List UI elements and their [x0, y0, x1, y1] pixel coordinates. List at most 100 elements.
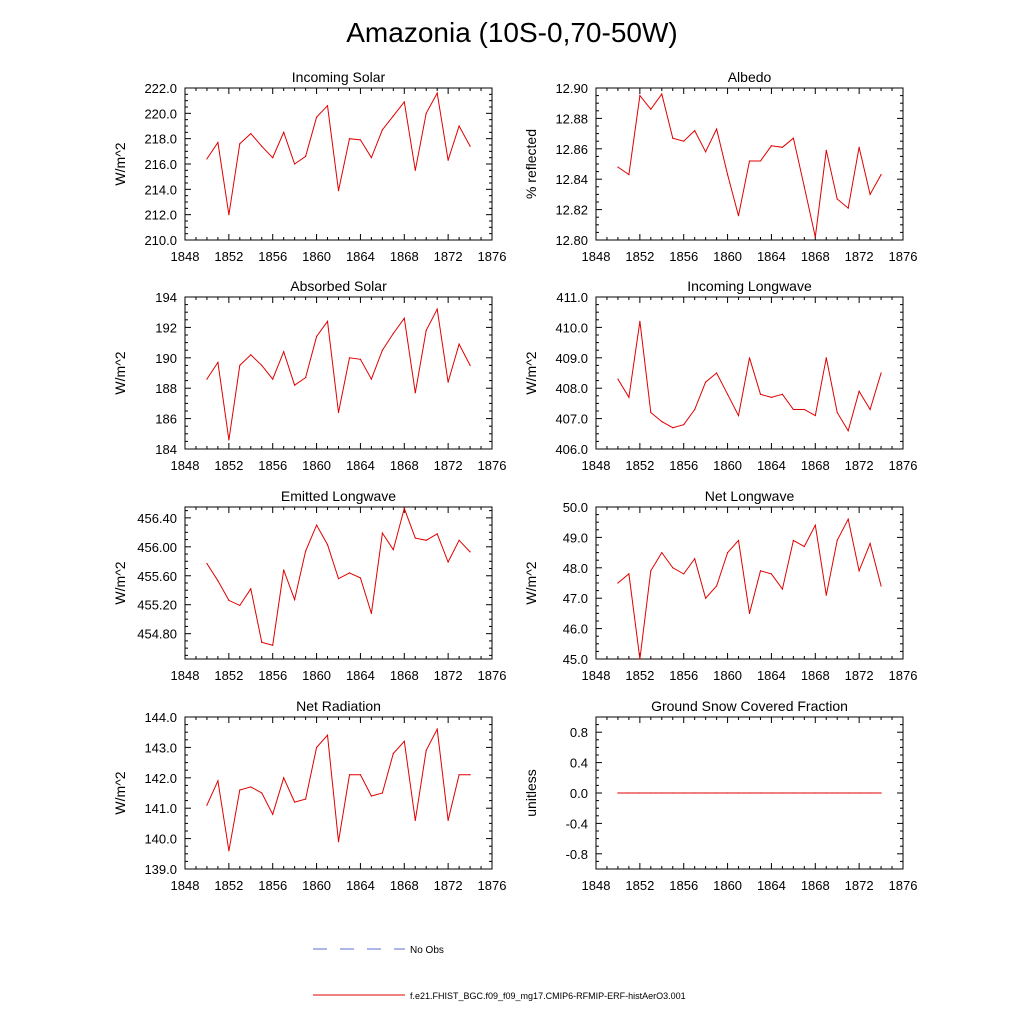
- x-tick-label: 1848: [171, 878, 200, 893]
- x-tick-label: 1872: [434, 249, 463, 264]
- x-tick-label: 1864: [346, 458, 375, 473]
- data-point: [294, 163, 296, 165]
- y-tick-label: 46.0: [563, 622, 588, 637]
- data-point: [370, 157, 372, 159]
- data-point: [858, 570, 860, 572]
- panel-5: Net Longwave W/m^2 1848 1852 1856 1860 1864 186…: [523, 488, 917, 683]
- x-tick-label: 1860: [302, 249, 331, 264]
- data-point: [770, 145, 773, 147]
- data-point: [469, 364, 471, 366]
- x-tick-label: 1872: [434, 878, 463, 893]
- data-point: [305, 550, 307, 552]
- data-point: [447, 561, 449, 563]
- data-point: [617, 166, 619, 168]
- data-point: [628, 396, 630, 398]
- data-point: [250, 786, 252, 788]
- data-point: [705, 597, 707, 599]
- data-point: [661, 792, 663, 794]
- data-point: [803, 792, 805, 794]
- data-point: [628, 573, 630, 575]
- data-point: [737, 539, 740, 542]
- data-point: [836, 411, 838, 414]
- data-point: [836, 792, 838, 794]
- y-axis-label: W/m^2: [523, 561, 539, 604]
- data-point: [425, 329, 427, 332]
- x-tick-label: 1872: [845, 878, 874, 893]
- y-tick-label: 0.8: [570, 725, 588, 740]
- data-point: [650, 411, 652, 414]
- y-axis-label: W/m^2: [112, 142, 128, 185]
- data-point: [683, 573, 685, 575]
- x-tick-label: 1848: [582, 878, 611, 893]
- data-point: [650, 792, 652, 794]
- y-tick-label: -0.8: [566, 847, 588, 862]
- data-point: [337, 190, 340, 192]
- x-tick-label: 1868: [801, 249, 830, 264]
- data-point: [880, 792, 882, 794]
- y-tick-label: 48.0: [563, 561, 588, 576]
- panel-2: Absorbed Solar W/m^2 1848 1852 1856 1860 1864 1…: [112, 278, 506, 473]
- panel-title: Emitted Longwave: [281, 488, 396, 504]
- data-point: [305, 798, 307, 800]
- plot-frame: [184, 716, 493, 870]
- data-point: [217, 361, 219, 363]
- data-point: [650, 570, 652, 572]
- data-point: [694, 408, 696, 411]
- x-tick-label: 1864: [346, 668, 375, 683]
- data-point: [359, 577, 362, 579]
- data-point: [792, 137, 794, 139]
- x-tick-label: 1856: [669, 878, 698, 893]
- y-axis-label: W/m^2: [523, 351, 539, 394]
- data-point: [381, 349, 383, 351]
- series-line: [206, 506, 471, 646]
- x-tick-label: 1848: [582, 458, 611, 473]
- data-point: [326, 105, 329, 107]
- y-tick-label: 143.0: [144, 740, 177, 755]
- data-point: [748, 357, 751, 359]
- panel-0: Incoming Solar W/m^2 1848 1852 1856 1860 1864 1…: [112, 69, 506, 264]
- data-point: [705, 381, 707, 383]
- data-point: [792, 408, 794, 411]
- data-point: [239, 143, 241, 145]
- data-point: [628, 792, 630, 794]
- y-tick-label: 194: [155, 290, 177, 305]
- data-point: [414, 537, 416, 539]
- data-point: [239, 604, 241, 607]
- x-tick-label: 1864: [757, 878, 786, 893]
- series-line: [617, 321, 882, 433]
- y-tick-label: 210.0: [144, 233, 177, 248]
- data-point: [825, 792, 827, 794]
- y-tick-label: 222.0: [144, 81, 177, 96]
- x-tick-label: 1864: [757, 249, 786, 264]
- y-tick-label: 410.0: [555, 320, 588, 335]
- y-tick-label: 49.0: [563, 530, 588, 545]
- x-tick-label: 1868: [390, 878, 419, 893]
- y-tick-label: 12.86: [555, 142, 588, 157]
- data-point: [661, 421, 663, 423]
- data-point: [447, 159, 449, 161]
- y-tick-label: 141.0: [144, 801, 177, 816]
- data-point: [469, 774, 471, 776]
- data-point: [392, 752, 394, 755]
- data-point: [617, 582, 619, 584]
- y-tick-label: 456.40: [137, 511, 177, 526]
- data-point: [814, 236, 816, 238]
- y-tick-label: 12.84: [555, 172, 588, 187]
- data-point: [315, 524, 318, 526]
- data-point: [359, 358, 362, 360]
- data-point: [250, 133, 252, 135]
- data-point: [716, 792, 718, 794]
- data-point: [436, 728, 438, 730]
- data-point: [694, 129, 696, 132]
- data-point: [458, 774, 460, 776]
- data-point: [836, 539, 838, 542]
- panel-title: Albedo: [728, 69, 772, 85]
- data-point: [359, 139, 362, 141]
- data-point: [847, 207, 849, 209]
- data-point: [781, 393, 783, 395]
- data-point: [414, 169, 416, 171]
- data-point: [716, 128, 718, 130]
- x-tick-label: 1852: [625, 458, 654, 473]
- x-tick-label: 1856: [669, 249, 698, 264]
- data-point: [672, 427, 674, 429]
